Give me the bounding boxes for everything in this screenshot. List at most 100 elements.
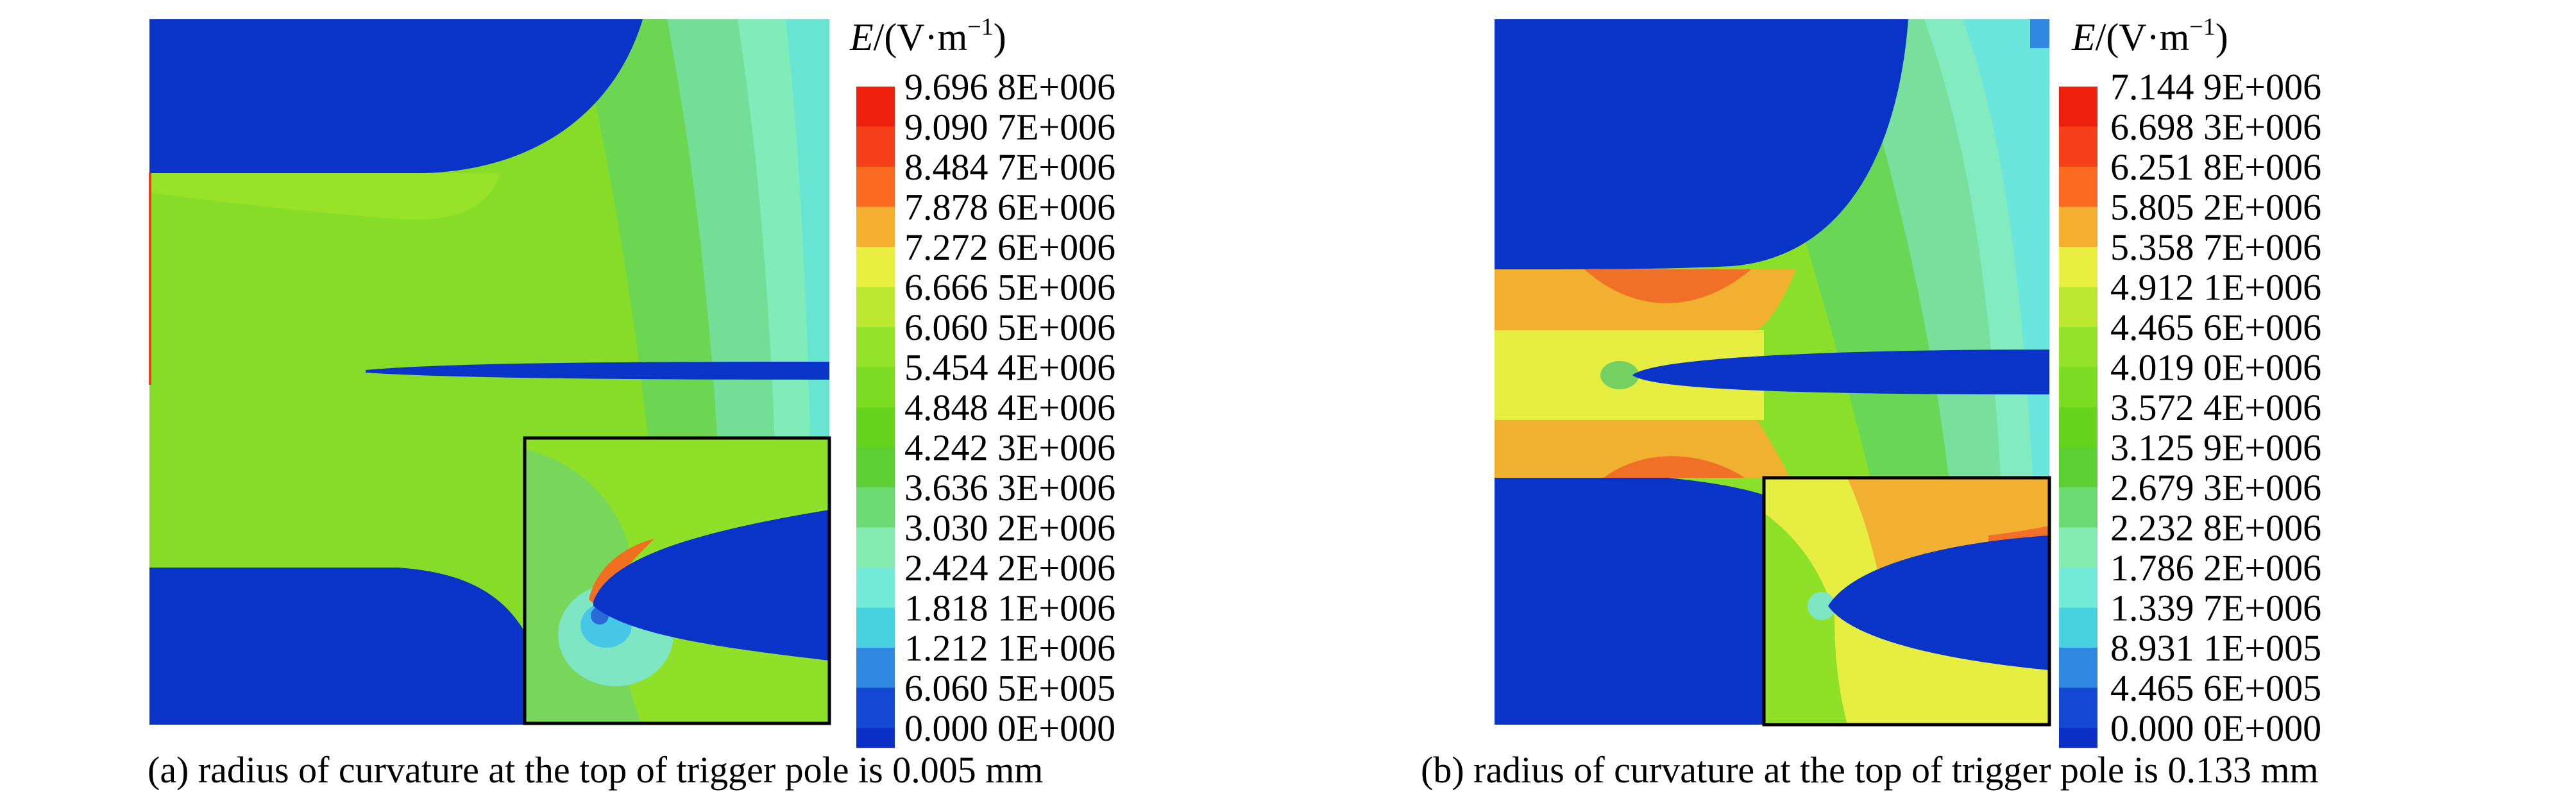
legend-swatch <box>2059 487 2097 528</box>
unit-rest-a: /(V·m <box>874 16 968 58</box>
legend-label: 6.251 8E+006 <box>2110 146 2321 188</box>
legend-swatch <box>856 167 895 207</box>
legend-label: 1.339 7E+006 <box>2110 587 2321 629</box>
legend-swatch <box>2059 287 2097 328</box>
field-plot-a <box>149 19 831 725</box>
caption-b: (b) radius of curvature at the top of tr… <box>1421 749 2319 791</box>
legend-swatch <box>856 126 895 167</box>
legend-unit-b: E/(V·m−1) <box>2071 13 2228 58</box>
legend-swatch <box>2059 607 2097 648</box>
inset-frame-b <box>1762 476 2051 727</box>
legend-label: 7.144 9E+006 <box>2110 66 2321 108</box>
legend-label: 5.454 4E+006 <box>904 347 1115 389</box>
unit-exp-b: −1 <box>2189 13 2215 40</box>
legend-label: 1.786 2E+006 <box>2110 547 2321 589</box>
legend-label: 1.818 1E+006 <box>904 587 1115 629</box>
legend-swatch <box>856 327 895 367</box>
legend-swatch <box>2059 327 2097 367</box>
legend-swatch <box>2059 87 2097 127</box>
legend-swatch <box>856 527 895 568</box>
hot-zone-lower-b <box>1604 456 1745 478</box>
legend-label: 4.019 0E+006 <box>2110 347 2321 389</box>
legend-label: 1.212 1E+006 <box>904 627 1115 669</box>
inset-pole-a <box>593 510 829 661</box>
legend-label: 5.805 2E+006 <box>2110 187 2321 228</box>
inset-green-b <box>1764 513 1847 725</box>
legend-label: 4.465 6E+005 <box>2110 668 2321 709</box>
caption-a: (a) radius of curvature at the top of tr… <box>148 749 1043 791</box>
legend-label: 6.666 5E+006 <box>904 267 1115 308</box>
legend-label: 3.636 3E+006 <box>904 467 1115 509</box>
legend-label: 4.242 3E+006 <box>904 427 1115 469</box>
legend-swatch <box>2059 527 2097 568</box>
trigger-pole-a <box>366 362 829 380</box>
legend-label: 2.679 3E+006 <box>2110 467 2321 509</box>
legend-label: 4.912 1E+006 <box>2110 267 2321 308</box>
legend-label: 9.696 8E+006 <box>904 66 1115 108</box>
legend-label: 3.572 4E+006 <box>2110 387 2321 428</box>
legend-swatches-a <box>856 87 895 748</box>
lower-electrode-a <box>149 568 552 725</box>
legend-swatch <box>2059 447 2097 488</box>
inset-pole-b <box>1828 535 2049 670</box>
inset-frame-a <box>523 436 831 725</box>
field-band-a-5 <box>149 173 500 220</box>
legend-swatch <box>856 407 895 448</box>
warm-zone-lower-b <box>1495 420 1790 478</box>
legend-swatch <box>856 728 895 748</box>
legend-label: 8.484 7E+006 <box>904 146 1115 188</box>
lower-electrode-b <box>1495 478 1790 725</box>
legend-label: 4.465 6E+006 <box>2110 307 2321 348</box>
legend-swatch <box>2059 407 2097 448</box>
legend-swatch <box>856 287 895 328</box>
unit-close-a: ) <box>994 16 1006 58</box>
legend-label: 9.090 7E+006 <box>904 106 1115 148</box>
unit-rest-b: /(V·m <box>2096 16 2190 58</box>
legend-label: 0.000 0E+000 <box>2110 707 2321 749</box>
legend-swatch <box>2059 568 2097 608</box>
corner-cool-b <box>2030 19 2049 48</box>
inset-orange-b <box>1847 478 2049 580</box>
legend-label: 7.272 6E+006 <box>904 226 1115 268</box>
inset-a <box>523 436 831 725</box>
legend-swatch <box>856 487 895 528</box>
unit-close-b: ) <box>2216 16 2228 58</box>
legend-swatch <box>856 367 895 408</box>
legend-label: 2.424 2E+006 <box>904 547 1115 589</box>
legend-swatch <box>2059 247 2097 287</box>
legend-swatch <box>856 607 895 648</box>
legend-label: 2.232 8E+006 <box>2110 507 2321 549</box>
legend-swatch <box>856 568 895 608</box>
legend-label: 6.060 5E+005 <box>904 668 1115 709</box>
trigger-pole-b <box>1632 350 2049 394</box>
legend-label: 7.878 6E+006 <box>904 187 1115 228</box>
legend-swatch <box>2059 126 2097 167</box>
legend-swatch <box>856 687 895 729</box>
inset-b <box>1762 476 2051 727</box>
unit-var-a: E <box>849 16 874 58</box>
legend-label: 3.030 2E+006 <box>904 507 1115 549</box>
hot-zone-upper-b <box>1584 269 1751 303</box>
pole-tip-halo-b <box>1600 361 1639 389</box>
legend-label: 4.848 4E+006 <box>904 387 1115 428</box>
legend-swatch <box>2059 728 2097 748</box>
legend-label: 6.060 5E+006 <box>904 307 1115 348</box>
upper-electrode-a <box>149 19 643 173</box>
unit-exp-a: −1 <box>967 13 993 40</box>
legend-swatch <box>856 447 895 488</box>
legend-swatch <box>856 247 895 287</box>
legend-swatch <box>2059 206 2097 248</box>
legend-swatch <box>856 648 895 688</box>
legend-swatch <box>2059 167 2097 207</box>
unit-var-b: E <box>2071 16 2096 58</box>
legend-label: 8.931 1E+005 <box>2110 627 2321 669</box>
legend-label: 5.358 7E+006 <box>2110 226 2321 268</box>
legend-swatch <box>2059 687 2097 729</box>
